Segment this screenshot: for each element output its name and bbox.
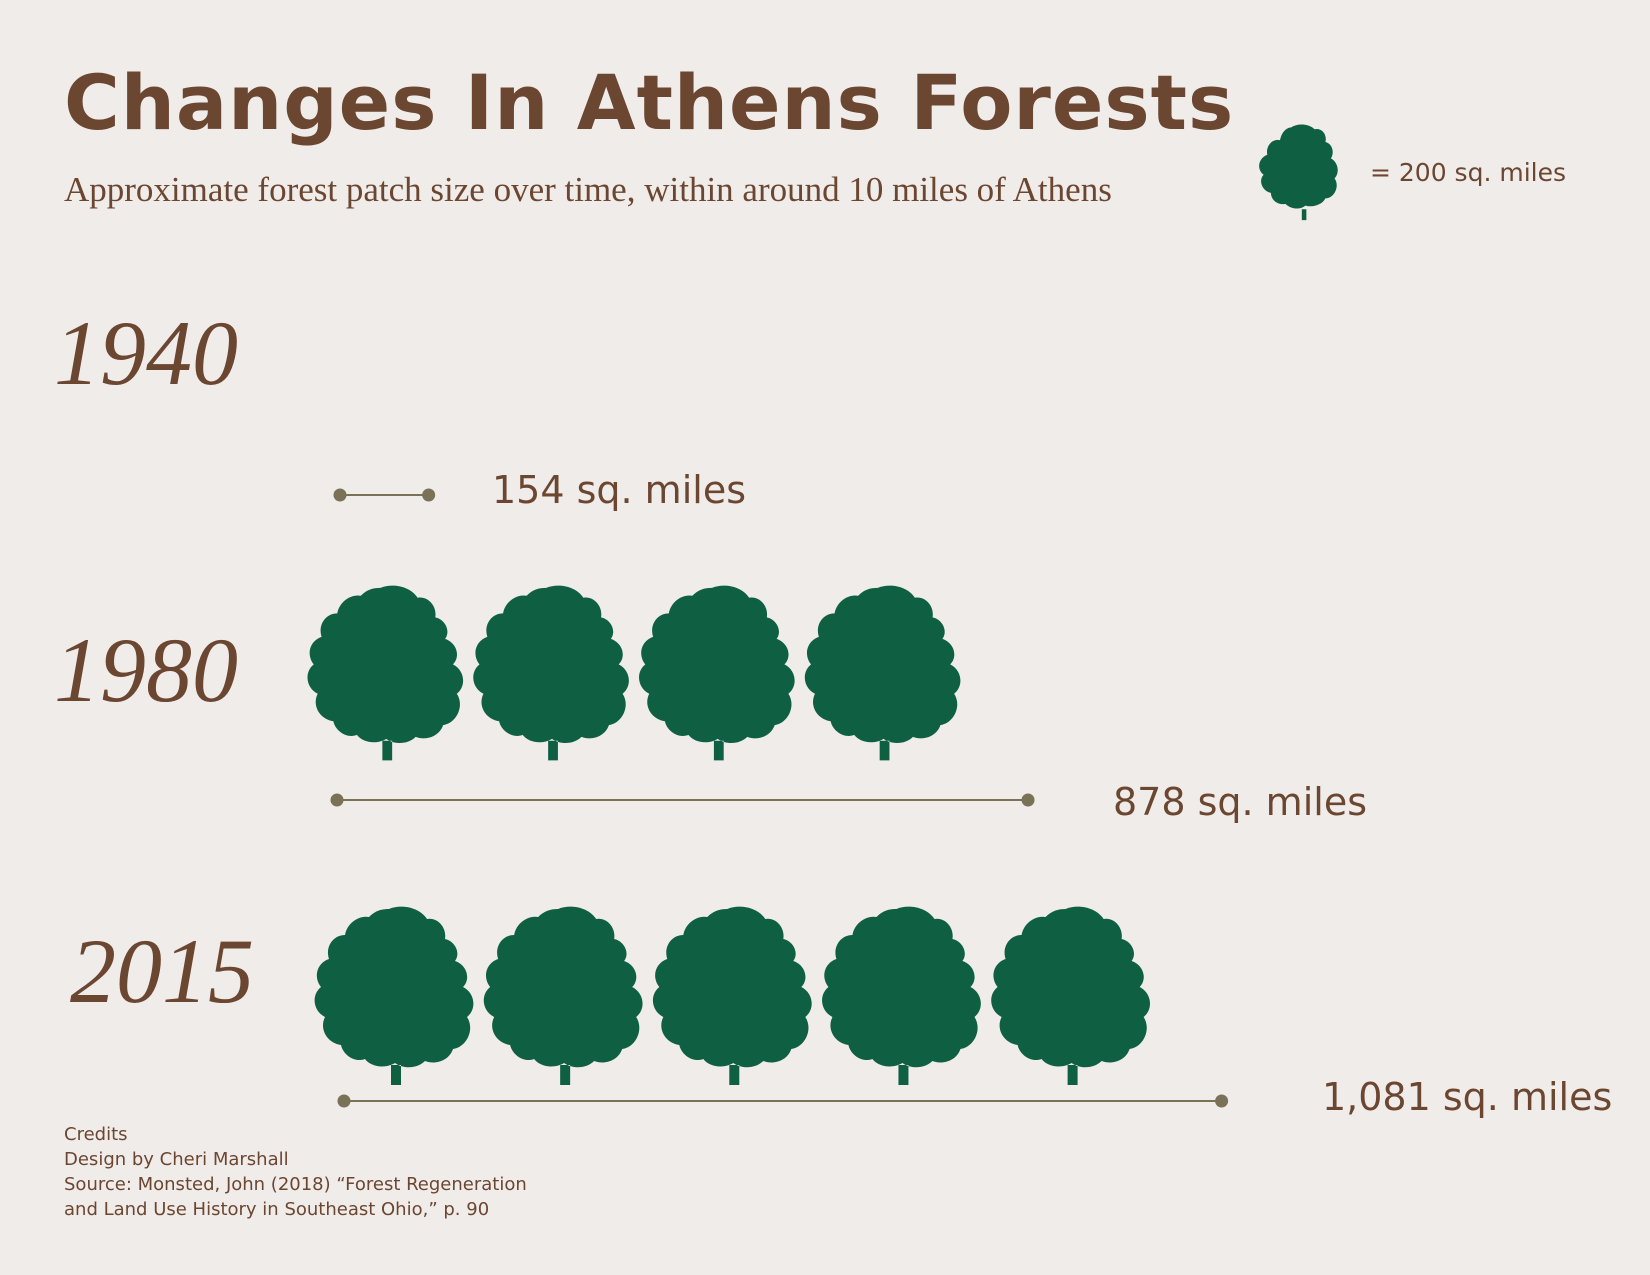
credits-line: Source: Monsted, John (2018) “Forest Reg…	[64, 1174, 527, 1195]
tree-icon	[310, 254, 462, 425]
tree-icon	[307, 585, 464, 761]
year-label-1940: 1940	[54, 302, 238, 404]
tree-icon	[473, 585, 629, 761]
tree-icon	[822, 906, 981, 1085]
tree-icon	[971, 586, 1127, 761]
range-endpoint	[337, 1094, 351, 1108]
range-endpoint	[333, 488, 347, 502]
credits-heading: Credits	[64, 1124, 128, 1145]
legend-label: = 200 sq. miles	[1370, 158, 1566, 187]
tree-icon	[1259, 124, 1338, 221]
chart-subtitle: Approximate forest patch size over time,…	[64, 170, 1112, 209]
value-label-1940: 154 sq. miles	[492, 468, 746, 512]
credits-line: and Land Use History in Southeast Ohio,”…	[64, 1199, 490, 1220]
value-label-2015: 1,081 sq. miles	[1322, 1075, 1613, 1119]
range-endpoint	[1021, 793, 1035, 807]
credits-line: Design by Cheri Marshall	[64, 1149, 289, 1170]
range-endpoint	[330, 793, 344, 807]
tree-icon	[314, 906, 474, 1085]
range-endpoint	[422, 488, 436, 502]
value-label-1980: 878 sq. miles	[1113, 780, 1367, 824]
year-label-1980: 1980	[54, 619, 238, 721]
range-endpoint	[1215, 1094, 1229, 1108]
tree-icon	[1160, 907, 1319, 1085]
credits: Credits Design by Cheri Marshall Source:…	[64, 1122, 527, 1222]
tree-icon	[991, 906, 1151, 1085]
tree-icon	[483, 906, 643, 1085]
tree-icon	[652, 906, 812, 1085]
chart-title: Changes In Athens Forests	[64, 58, 1235, 147]
tree-icon	[639, 585, 795, 761]
year-label-2015: 2015	[70, 920, 254, 1022]
tree-icon	[804, 585, 961, 761]
